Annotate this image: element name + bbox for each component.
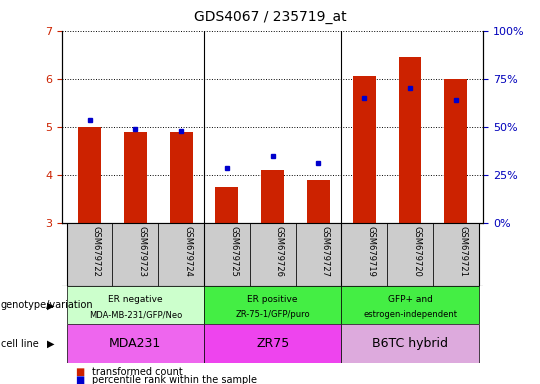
Bar (444, 79, 467, 223)
Bar (158, 223, 204, 286)
Text: ER positive: ER positive (247, 295, 298, 304)
Bar (124, 131, 147, 223)
Bar (66, 286, 204, 324)
Bar (341, 223, 387, 286)
Text: MDA-MB-231/GFP/Neo: MDA-MB-231/GFP/Neo (89, 310, 182, 319)
Text: GFP+ and: GFP+ and (388, 295, 433, 304)
Bar (387, 223, 433, 286)
Bar (66, 223, 112, 286)
Text: GSM679723: GSM679723 (138, 226, 147, 277)
Bar (399, 57, 422, 223)
Bar (261, 170, 284, 223)
Text: GSM679719: GSM679719 (367, 226, 375, 277)
Text: cell line: cell line (1, 339, 38, 349)
Text: GSM679722: GSM679722 (92, 226, 101, 277)
Text: B6TC hybrid: B6TC hybrid (372, 337, 448, 350)
Text: GSM679724: GSM679724 (184, 226, 192, 277)
Text: transformed count: transformed count (92, 367, 183, 377)
Text: GSM679726: GSM679726 (275, 226, 284, 277)
Bar (353, 76, 376, 223)
Text: GDS4067 / 235719_at: GDS4067 / 235719_at (194, 10, 346, 23)
Text: ER negative: ER negative (108, 295, 163, 304)
Bar (66, 324, 204, 363)
Bar (433, 223, 479, 286)
Bar (250, 223, 295, 286)
Bar (204, 324, 341, 363)
Bar (112, 223, 158, 286)
Bar (215, 187, 238, 223)
Text: GSM679725: GSM679725 (229, 226, 238, 277)
Text: ■: ■ (76, 375, 85, 384)
Bar (78, 127, 101, 223)
Text: ▶: ▶ (46, 300, 54, 310)
Text: GSM679727: GSM679727 (321, 226, 330, 277)
Bar (341, 324, 479, 363)
Text: ZR75: ZR75 (256, 337, 289, 350)
Text: ▶: ▶ (46, 339, 54, 349)
Text: percentile rank within the sample: percentile rank within the sample (92, 375, 257, 384)
Text: ■: ■ (76, 367, 85, 377)
Bar (295, 223, 341, 286)
Bar (341, 286, 479, 324)
Bar (307, 180, 330, 223)
Text: GSM679721: GSM679721 (458, 226, 467, 277)
Text: genotype/variation: genotype/variation (1, 300, 93, 310)
Text: GSM679720: GSM679720 (413, 226, 421, 277)
Text: estrogen-independent: estrogen-independent (363, 310, 457, 319)
Text: MDA231: MDA231 (109, 337, 161, 350)
Text: ZR-75-1/GFP/puro: ZR-75-1/GFP/puro (235, 310, 310, 319)
Bar (204, 286, 341, 324)
Bar (170, 131, 193, 223)
Bar (204, 223, 250, 286)
